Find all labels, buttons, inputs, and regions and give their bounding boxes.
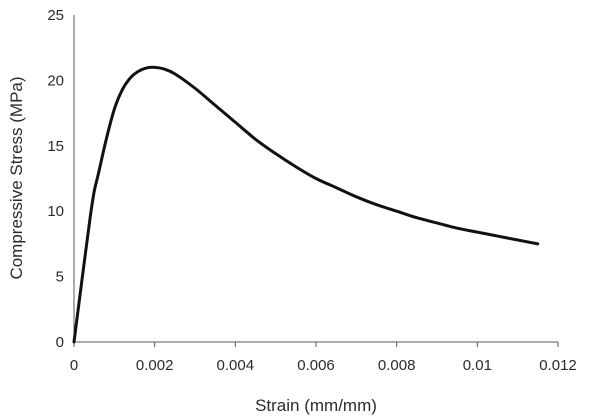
x-tick-label: 0.006 [297,357,335,374]
y-tick-label: 20 [47,72,64,89]
x-tick-label: 0.012 [539,357,577,374]
x-tick-label: 0.004 [217,357,255,374]
x-tick-label: 0 [70,357,78,374]
x-axis-title: Strain (mm/mm) [255,396,377,415]
y-tick-label: 5 [56,269,64,286]
series-line [72,65,540,344]
y-tick-label: 25 [47,7,64,24]
x-tick-label: 0.002 [136,357,174,374]
y-tick-label: 15 [47,138,64,155]
y-tick-label: 0 [56,334,64,351]
x-tick-label: 0.01 [463,357,492,374]
y-tick-label: 10 [47,203,64,220]
y-axis-title: Compressive Stress (MPa) [7,76,26,279]
ticks: 0 0.002 0.004 0.006 0.008 0.01 0.012 0 5 10 15 20 25 [47,7,576,374]
plot-area [72,65,540,344]
x-tick-label: 0.008 [378,357,416,374]
